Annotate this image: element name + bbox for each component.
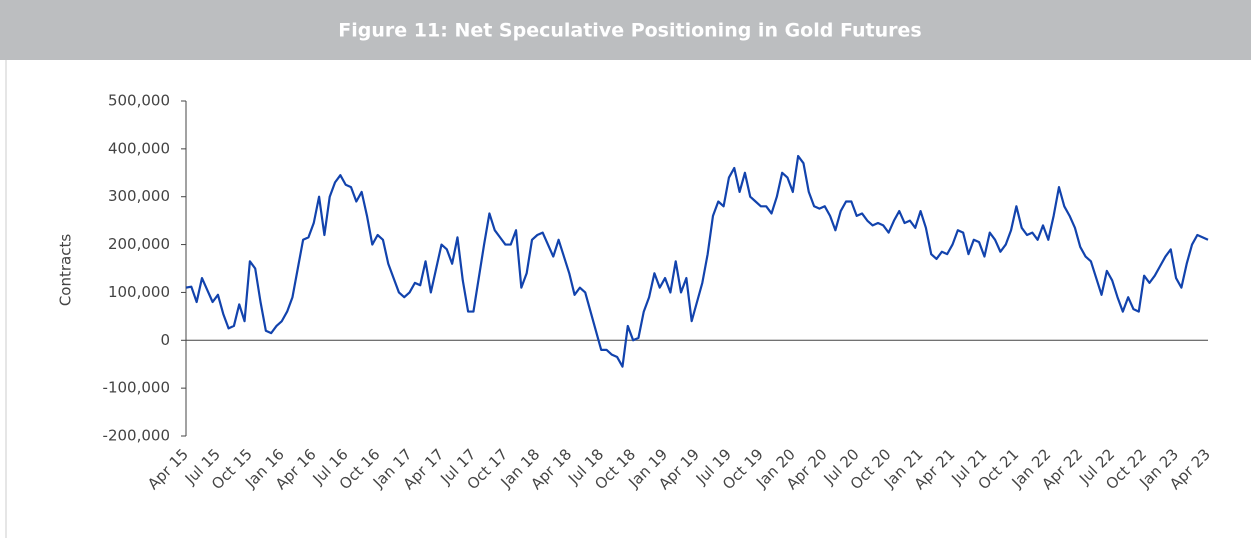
data-line [185, 154, 1209, 368]
y-tick-label: 100,000 [108, 283, 170, 301]
title-bar [0, 0, 1251, 60]
x-tick-label: Apr 15 [144, 445, 192, 493]
y-tick-label: 200,000 [108, 235, 170, 253]
y-tick-label: -200,000 [103, 427, 170, 445]
y-tick-label: 500,000 [108, 92, 170, 110]
y-tick-label: 300,000 [108, 187, 170, 205]
y-tick-label: -100,000 [103, 379, 170, 397]
y-tick-label: 400,000 [108, 139, 170, 157]
y-tick-label: 0 [160, 331, 170, 349]
y-axis-label: Contracts [57, 234, 75, 307]
chart-title: Figure 11: Net Speculative Positioning i… [338, 20, 921, 42]
